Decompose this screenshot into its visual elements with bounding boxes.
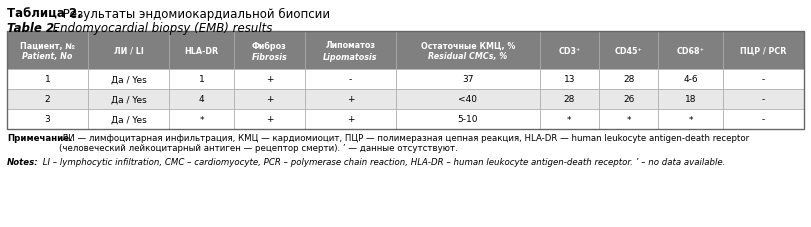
- Text: Остаточные КМЦ, %: Остаточные КМЦ, %: [421, 41, 515, 50]
- Bar: [7, 32, 804, 129]
- Text: 2: 2: [45, 95, 50, 104]
- Text: Да / Yes: Да / Yes: [111, 75, 147, 84]
- Bar: [599, 32, 659, 70]
- Bar: [88, 32, 169, 70]
- Text: -: -: [762, 75, 765, 84]
- Bar: [396, 90, 539, 109]
- Text: *: *: [567, 115, 572, 124]
- Bar: [169, 90, 234, 109]
- Bar: [599, 109, 659, 129]
- Text: Результаты эндомиокардиальной биопсии: Результаты эндомиокардиальной биопсии: [59, 8, 330, 21]
- Text: *: *: [689, 115, 693, 124]
- Bar: [659, 109, 723, 129]
- Text: 3: 3: [45, 115, 50, 124]
- Bar: [305, 32, 396, 70]
- Bar: [396, 32, 539, 70]
- Text: *: *: [200, 115, 204, 124]
- Text: 18: 18: [684, 95, 697, 104]
- Bar: [599, 90, 659, 109]
- Bar: [88, 90, 169, 109]
- Text: -: -: [762, 95, 765, 104]
- Text: +: +: [266, 95, 273, 104]
- Bar: [723, 109, 804, 129]
- Bar: [88, 109, 169, 129]
- Text: 28: 28: [623, 75, 634, 84]
- Text: Да / Yes: Да / Yes: [111, 115, 147, 124]
- Text: ПЦР / PCR: ПЦР / PCR: [740, 46, 787, 55]
- Bar: [234, 90, 305, 109]
- Text: ЛИ / LI: ЛИ / LI: [114, 46, 144, 55]
- Text: -: -: [762, 115, 765, 124]
- Text: Patient, No: Patient, No: [23, 52, 73, 61]
- Bar: [7, 90, 88, 109]
- Text: 37: 37: [462, 75, 474, 84]
- Bar: [396, 109, 539, 129]
- Text: 1: 1: [45, 75, 50, 84]
- Text: Lipomatosis: Lipomatosis: [324, 52, 378, 61]
- Bar: [539, 109, 599, 129]
- Text: HLA-DR: HLA-DR: [184, 46, 219, 55]
- Text: CD45⁺: CD45⁺: [615, 46, 642, 55]
- Bar: [169, 70, 234, 90]
- Bar: [169, 32, 234, 70]
- Bar: [234, 109, 305, 129]
- Text: 28: 28: [564, 95, 575, 104]
- Text: -: -: [349, 75, 352, 84]
- Bar: [396, 70, 539, 90]
- Text: +: +: [347, 115, 354, 124]
- Text: 4-6: 4-6: [684, 75, 698, 84]
- Bar: [305, 109, 396, 129]
- Text: *: *: [627, 115, 631, 124]
- Text: 1: 1: [199, 75, 204, 84]
- Text: ЛИ — лимфоцитарная инфильтрация, КМЦ — кардиомиоцит, ПЦР — полимеразная цепная р: ЛИ — лимфоцитарная инфильтрация, КМЦ — к…: [59, 133, 749, 153]
- Bar: [723, 32, 804, 70]
- Text: Липоматоз: Липоматоз: [325, 41, 375, 50]
- Text: CD3⁺: CD3⁺: [558, 46, 581, 55]
- Bar: [88, 70, 169, 90]
- Bar: [305, 90, 396, 109]
- Text: Residual CMCs, %: Residual CMCs, %: [428, 52, 508, 61]
- Text: 4: 4: [199, 95, 204, 104]
- Bar: [7, 32, 88, 70]
- Text: +: +: [347, 95, 354, 104]
- Text: <40: <40: [458, 95, 478, 104]
- Bar: [169, 109, 234, 129]
- Text: +: +: [266, 75, 273, 84]
- Bar: [539, 32, 599, 70]
- Text: Фиброз: Фиброз: [252, 41, 287, 50]
- Text: Да / Yes: Да / Yes: [111, 95, 147, 104]
- Bar: [723, 90, 804, 109]
- Bar: [539, 70, 599, 90]
- Text: Notes:: Notes:: [7, 157, 39, 166]
- Text: Table 2.: Table 2.: [7, 22, 58, 35]
- Bar: [723, 70, 804, 90]
- Text: 26: 26: [623, 95, 634, 104]
- Text: 13: 13: [564, 75, 575, 84]
- Bar: [659, 32, 723, 70]
- Bar: [659, 90, 723, 109]
- Text: CD68⁺: CD68⁺: [676, 46, 705, 55]
- Bar: [659, 70, 723, 90]
- Text: Endomyocardial biopsy (EMB) results: Endomyocardial biopsy (EMB) results: [49, 22, 272, 35]
- Text: 5-10: 5-10: [457, 115, 478, 124]
- Text: Пациент, №: Пациент, №: [20, 41, 75, 50]
- Bar: [234, 32, 305, 70]
- Bar: [305, 70, 396, 90]
- Text: LI – lymphocytic infiltration, CMC – cardiomyocyte, PCR – polymerase chain react: LI – lymphocytic infiltration, CMC – car…: [40, 157, 725, 166]
- Bar: [7, 109, 88, 129]
- Text: Примечание.: Примечание.: [7, 133, 72, 142]
- Bar: [599, 70, 659, 90]
- Text: Fibrosis: Fibrosis: [251, 52, 287, 61]
- Bar: [234, 70, 305, 90]
- Bar: [7, 70, 88, 90]
- Bar: [539, 90, 599, 109]
- Text: +: +: [266, 115, 273, 124]
- Text: Таблица 2.: Таблица 2.: [7, 8, 82, 21]
